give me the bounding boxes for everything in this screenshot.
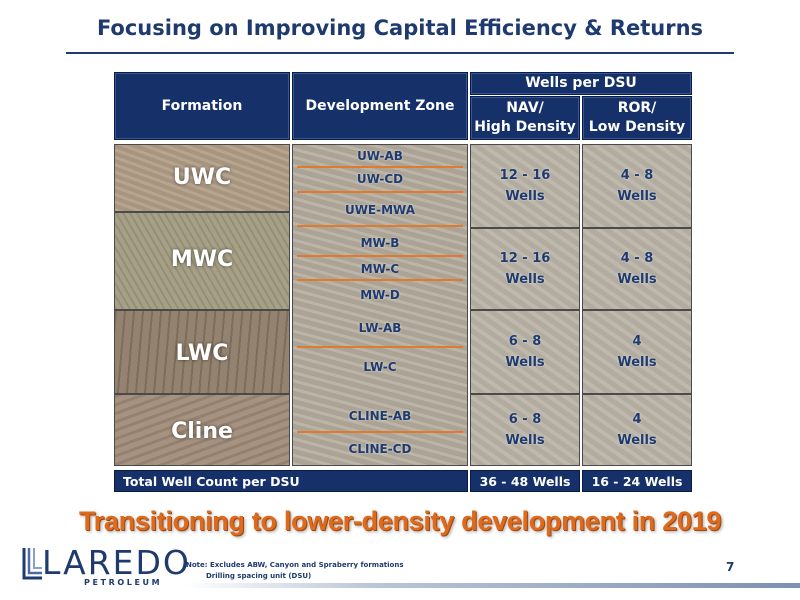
- header-formation: Formation: [114, 72, 290, 140]
- zone-divider: [297, 255, 463, 257]
- formation-cell-cline: Cline: [114, 394, 290, 466]
- total-ror-value: 16 - 24 Wells: [591, 473, 683, 489]
- footnote: Note: Excludes ABW, Canyon and Spraberry…: [186, 560, 404, 582]
- zone-lw-ab: LW-AB: [358, 321, 402, 335]
- zone-divider: [297, 431, 463, 433]
- ror-value-mwc: 4 - 8 Wells: [583, 229, 691, 309]
- nav-range-lwc: 6 - 8: [508, 334, 542, 349]
- formation-cell-mwc: MWC: [114, 212, 290, 310]
- formation-label-cline: Cline: [171, 419, 233, 444]
- zone-mw-c: MW-C: [360, 262, 400, 276]
- zone-uw-cd: UW-CD: [356, 172, 404, 186]
- header-development-zone: Development Zone: [292, 72, 468, 140]
- header-wells-per-dsu: Wells per DSU: [470, 72, 692, 95]
- nav-unit-uwc: Wells: [505, 189, 545, 204]
- ror-cell-uwc: 4 - 8 Wells: [582, 144, 692, 228]
- nav-cell-lwc: 6 - 8 Wells: [470, 310, 580, 394]
- header-nav-line2: High Density: [474, 119, 576, 135]
- ror-value-uwc: 4 - 8 Wells: [583, 145, 691, 227]
- nav-unit-lwc: Wells: [505, 355, 545, 370]
- zone-cline-ab: CLINE-AB: [348, 409, 412, 423]
- footnote-line1: Note: Excludes ABW, Canyon and Spraberry…: [186, 561, 404, 569]
- page-number: 7: [726, 560, 735, 574]
- development-zone-column: UW-AB UW-CD UWE-MWA MW-B MW-C MW-D LW-AB…: [292, 144, 468, 466]
- ror-range-lwc: 4: [632, 334, 642, 349]
- ror-value-lwc: 4 Wells: [583, 311, 691, 393]
- zone-divider: [297, 225, 463, 227]
- total-label: Total Well Count per DSU: [123, 473, 300, 489]
- formation-label-mwc: MWC: [170, 247, 234, 272]
- ror-value-cline: 4 Wells: [583, 395, 691, 465]
- header-ror-line2: Low Density: [588, 119, 686, 135]
- nav-cell-uwc: 12 - 16 Wells: [470, 144, 580, 228]
- nav-value-mwc: 12 - 16 Wells: [471, 229, 579, 309]
- zone-divider: [297, 279, 463, 281]
- formation-cell-uwc: UWC: [114, 144, 290, 212]
- ror-unit-mwc: Wells: [617, 272, 657, 287]
- nav-unit-mwc: Wells: [505, 272, 545, 287]
- formation-label-uwc: UWC: [172, 165, 232, 190]
- company-logo: LAREDO PETROLEUM: [22, 544, 189, 590]
- total-label-cell: Total Well Count per DSU: [114, 470, 468, 492]
- nav-value-uwc: 12 - 16 Wells: [471, 145, 579, 227]
- zone-cline-cd: CLINE-CD: [348, 442, 412, 456]
- header-ror: ROR/ Low Density: [582, 96, 692, 140]
- header-ror-line1: ROR/: [617, 100, 657, 116]
- ror-cell-mwc: 4 - 8 Wells: [582, 228, 692, 310]
- footer-bar: [186, 583, 800, 588]
- ror-unit-lwc: Wells: [617, 355, 657, 370]
- logo-subtitle: PETROLEUM: [84, 578, 163, 587]
- logo-wordmark: LAREDO: [42, 543, 191, 582]
- formation-cell-lwc: LWC: [114, 310, 290, 394]
- zone-uw-ab: UW-AB: [357, 149, 403, 163]
- header-wells-per-dsu-label: Wells per DSU: [525, 75, 637, 91]
- ror-unit-uwc: Wells: [617, 189, 657, 204]
- zone-divider: [297, 191, 463, 193]
- slide-title: Focusing on Improving Capital Efficiency…: [96, 16, 704, 40]
- nav-value-cline: 6 - 8 Wells: [471, 395, 579, 465]
- wells-per-dsu-table: Formation Development Zone Wells per DSU…: [114, 72, 692, 494]
- nav-range-cline: 6 - 8: [508, 412, 542, 427]
- ror-range-mwc: 4 - 8: [620, 251, 654, 266]
- zone-uwe-mwa: UWE-MWA: [344, 203, 416, 217]
- nav-range-mwc: 12 - 16: [499, 251, 551, 266]
- nav-cell-cline: 6 - 8 Wells: [470, 394, 580, 466]
- nav-unit-cline: Wells: [505, 433, 545, 448]
- ror-unit-cline: Wells: [617, 433, 657, 448]
- logo-mark-icon: [22, 548, 42, 580]
- header-nav-line1: NAV/: [506, 100, 544, 116]
- nav-range-uwc: 12 - 16: [499, 168, 551, 183]
- formation-label-lwc: LWC: [175, 341, 229, 366]
- footnote-line2: Drilling spacing unit (DSU): [206, 572, 312, 580]
- ror-cell-cline: 4 Wells: [582, 394, 692, 466]
- header-formation-label: Formation: [161, 97, 243, 114]
- nav-value-lwc: 6 - 8 Wells: [471, 311, 579, 393]
- ror-range-uwc: 4 - 8: [620, 168, 654, 183]
- ror-cell-lwc: 4 Wells: [582, 310, 692, 394]
- total-ror-cell: 16 - 24 Wells: [582, 470, 692, 492]
- header-development-zone-label: Development Zone: [305, 97, 455, 114]
- tagline: Transitioning to lower-density developme…: [78, 506, 722, 536]
- zone-mw-b: MW-B: [360, 236, 400, 250]
- zone-lw-c: LW-C: [363, 360, 397, 374]
- total-nav-value: 36 - 48 Wells: [479, 473, 571, 489]
- zone-divider: [297, 166, 463, 168]
- total-nav-cell: 36 - 48 Wells: [470, 470, 580, 492]
- zone-divider: [297, 346, 463, 348]
- title-underline: [66, 52, 734, 54]
- ror-range-cline: 4: [632, 412, 642, 427]
- zone-mw-d: MW-D: [360, 288, 400, 302]
- header-nav: NAV/ High Density: [470, 96, 580, 140]
- nav-cell-mwc: 12 - 16 Wells: [470, 228, 580, 310]
